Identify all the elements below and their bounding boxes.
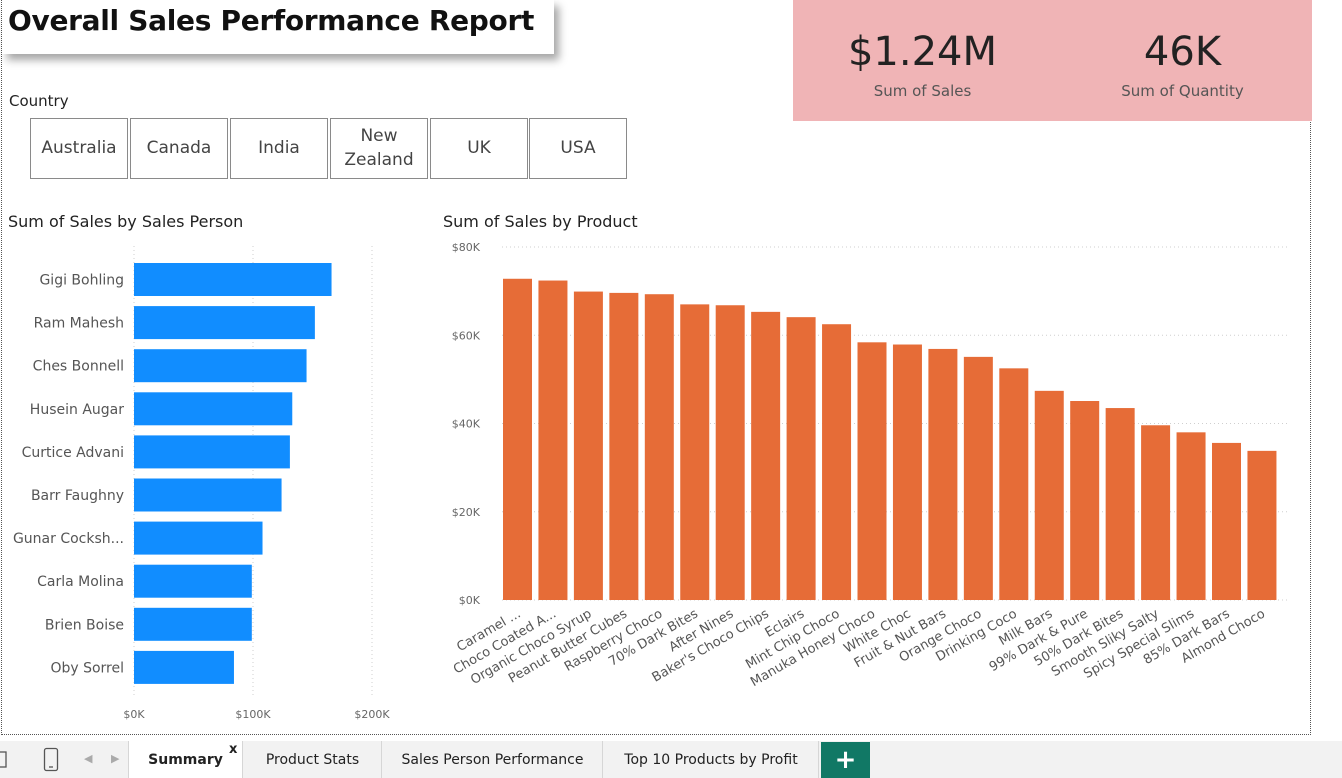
bar <box>134 306 315 340</box>
y-tick-label: $40K <box>452 418 481 431</box>
kpi-sales-label: Sum of Sales <box>873 82 972 100</box>
slicer-option-canada[interactable]: Canada <box>130 118 228 179</box>
tab-sales-person-performance[interactable]: Sales Person Performance <box>383 741 603 778</box>
bar <box>134 392 293 426</box>
country-slicer-label: Country <box>9 92 69 110</box>
bar <box>538 280 568 600</box>
category-label: Curtice Advani <box>22 445 124 461</box>
page-view-icon[interactable] <box>0 751 8 769</box>
bar <box>134 607 252 641</box>
tab-product-stats[interactable]: Product Stats <box>244 741 382 778</box>
category-label: Husein Augar <box>30 402 124 418</box>
bar <box>134 564 252 598</box>
x-tick-label: $100K <box>235 708 271 721</box>
bar <box>134 478 282 512</box>
kpi-panel: $1.24M Sum of Sales 46K Sum of Quantity <box>793 0 1312 121</box>
tab-close-icon[interactable]: x <box>229 742 238 757</box>
bar <box>1247 450 1277 600</box>
sales-person-bar-chart[interactable]: $0K $100K $200K Gigi Bohling Ram Mahesh Ches … <box>2 240 402 725</box>
category-label: Ram Mahesh <box>34 316 124 332</box>
chevron-left-icon[interactable]: ◀ <box>84 752 93 765</box>
bar <box>1105 408 1135 600</box>
bar <box>1141 425 1171 600</box>
page-tab-bar: Summary x Product Stats Sales Person Per… <box>0 741 1342 778</box>
category-label: Gunar Cocksh... <box>13 531 124 547</box>
slicer-option-new-zealand[interactable]: New Zealand <box>330 118 428 179</box>
report-page: Overall Sales Performance Report Country… <box>1 0 1312 735</box>
product-chart-title: Sum of Sales by Product <box>443 212 638 231</box>
bar <box>680 304 710 600</box>
kpi-card-sales[interactable]: $1.24M Sum of Sales <box>793 0 1052 121</box>
slicer-option-australia[interactable]: Australia <box>30 118 128 179</box>
bar <box>1176 432 1206 600</box>
bar <box>1070 400 1100 600</box>
bar <box>134 263 332 296</box>
y-tick-label: $60K <box>452 329 481 342</box>
add-page-button[interactable]: + <box>821 742 870 778</box>
report-title: Overall Sales Performance Report <box>8 4 535 37</box>
tab-summary[interactable]: Summary <box>128 741 243 778</box>
slicer-option-usa[interactable]: USA <box>529 118 627 179</box>
category-label: Oby Sorrel <box>50 660 124 676</box>
bar <box>999 368 1029 600</box>
bar <box>503 278 532 600</box>
category-label: Brien Boise <box>45 617 124 633</box>
bar <box>134 650 234 684</box>
sales-person-chart-title: Sum of Sales by Sales Person <box>8 212 244 231</box>
bar <box>609 292 639 600</box>
bar <box>892 344 922 600</box>
kpi-quantity-label: Sum of Quantity <box>1121 82 1244 100</box>
y-tick-label: $20K <box>452 506 481 519</box>
mobile-layout-icon[interactable] <box>43 747 59 773</box>
y-tick-label: $80K <box>452 241 481 254</box>
kpi-card-quantity[interactable]: 46K Sum of Quantity <box>1053 0 1312 121</box>
bar <box>134 435 290 469</box>
x-tick-label: $0K <box>123 708 145 721</box>
bar <box>751 311 781 600</box>
category-label: Carla Molina <box>37 574 124 590</box>
chevron-right-icon[interactable]: ▶ <box>111 752 120 765</box>
slicer-option-india[interactable]: India <box>230 118 328 179</box>
bar <box>1034 390 1064 600</box>
bar <box>928 348 958 600</box>
bar <box>857 342 887 600</box>
y-tick-label: $0K <box>459 594 481 607</box>
kpi-sales-value: $1.24M <box>847 29 998 75</box>
bar <box>963 356 993 600</box>
bar <box>134 521 263 555</box>
kpi-quantity-value: 46K <box>1143 29 1222 75</box>
slicer-option-uk[interactable]: UK <box>430 118 528 179</box>
category-label: Ches Bonnell <box>33 359 124 375</box>
title-card: Overall Sales Performance Report <box>2 0 554 54</box>
x-tick-label: $200K <box>354 708 390 721</box>
bar <box>1212 442 1241 600</box>
bar <box>822 324 852 600</box>
bar <box>134 349 307 383</box>
category-label: Barr Faughny <box>31 488 124 504</box>
tab-top-10-products-by-profit[interactable]: Top 10 Products by Profit <box>604 741 819 778</box>
bar <box>644 294 674 600</box>
bar <box>573 291 603 600</box>
bar <box>715 305 745 600</box>
category-label: Gigi Bohling <box>39 273 124 289</box>
bar <box>786 317 816 600</box>
